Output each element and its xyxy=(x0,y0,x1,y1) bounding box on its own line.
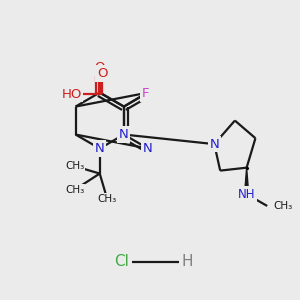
Text: N: N xyxy=(143,142,153,155)
Text: NH: NH xyxy=(238,188,255,201)
Text: CH₃: CH₃ xyxy=(98,194,117,204)
Text: HO: HO xyxy=(61,88,82,100)
Text: N: N xyxy=(119,128,129,141)
Text: CH₃: CH₃ xyxy=(65,185,84,195)
Polygon shape xyxy=(244,168,249,194)
Text: F: F xyxy=(142,87,150,100)
Text: O: O xyxy=(97,67,107,80)
Text: N: N xyxy=(209,138,219,151)
Text: N: N xyxy=(95,142,105,155)
Text: CH₃: CH₃ xyxy=(273,201,292,211)
Text: CH₃: CH₃ xyxy=(65,161,84,171)
Text: O: O xyxy=(94,61,105,74)
Text: H: H xyxy=(182,254,194,269)
Text: Cl: Cl xyxy=(114,254,129,269)
